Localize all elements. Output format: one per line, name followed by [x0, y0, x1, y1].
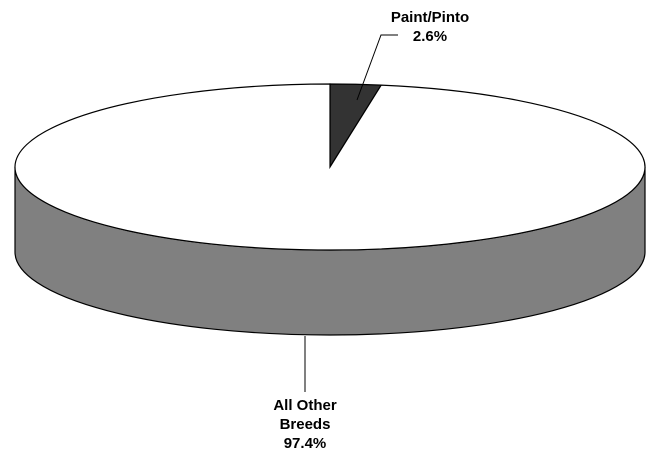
category-label: All Other Breeds	[273, 397, 337, 433]
value-label: 2.6%	[412, 28, 448, 45]
value-label: 97.4%	[283, 435, 327, 452]
leader-line	[356, 34, 398, 101]
label: Paint/Pinto 2.6%	[370, 8, 490, 46]
label: All Other Breeds 97.4%	[240, 396, 370, 453]
pie-slice	[14, 83, 646, 251]
category-label: Paint/Pinto	[390, 9, 470, 26]
